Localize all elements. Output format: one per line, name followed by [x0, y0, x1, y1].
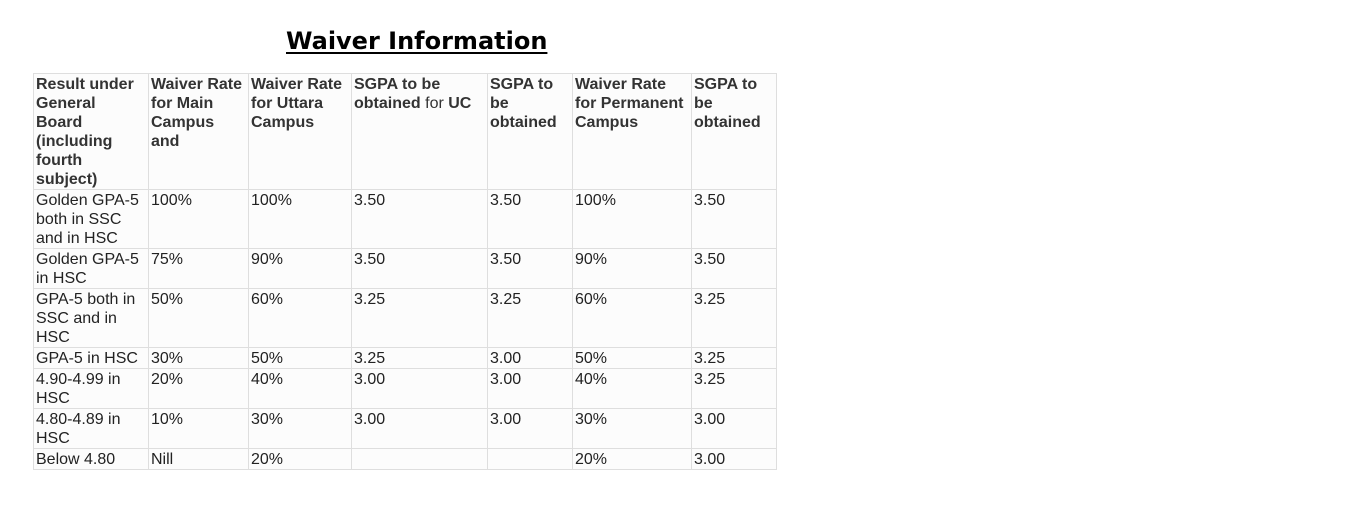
waiver-table: Result under General Board (including fo… — [33, 73, 777, 470]
cell-sgpa-permanent: 3.25 — [691, 368, 777, 409]
table-row: 4.90-4.99 in HSC 20% 40% 3.00 3.00 40% 3… — [33, 368, 777, 409]
cell-waiver-uttara: 100% — [248, 189, 352, 249]
cell-waiver-uttara: 60% — [248, 288, 352, 348]
cell-waiver-permanent: 30% — [572, 408, 692, 449]
cell-waiver-uttara: 30% — [248, 408, 352, 449]
cell-sgpa-uttara: 3.00 — [487, 368, 573, 409]
table-row: Golden GPA-5 both in SSC and in HSC 100%… — [33, 189, 777, 249]
page-title: Waiver Information — [286, 27, 548, 55]
cell-waiver-uttara: 90% — [248, 248, 352, 289]
header-sgpa-uc: SGPA to be obtained for UC — [351, 73, 488, 190]
cell-waiver-permanent: 60% — [572, 288, 692, 348]
cell-sgpa-permanent: 3.25 — [691, 347, 777, 369]
header-sgpa-uttara: SGPA to be obtained — [487, 73, 573, 190]
cell-sgpa-permanent: 3.00 — [691, 448, 777, 470]
cell-waiver-permanent: 90% — [572, 248, 692, 289]
cell-sgpa-permanent: 3.50 — [691, 248, 777, 289]
cell-waiver-uttara: 40% — [248, 368, 352, 409]
cell-waiver-permanent: 50% — [572, 347, 692, 369]
header-sgpa-uc-text: SGPA to be obtained — [354, 76, 441, 112]
header-waiver-main: Waiver Rate for Main Campus and — [148, 73, 249, 190]
header-waiver-permanent: Waiver Rate for Permanent Campus — [572, 73, 692, 190]
header-sgpa-permanent: SGPA to be obtained — [691, 73, 777, 190]
cell-waiver-permanent: 100% — [572, 189, 692, 249]
cell-sgpa-uttara: 3.25 — [487, 288, 573, 348]
cell-waiver-uttara: 50% — [248, 347, 352, 369]
cell-waiver-main: 75% — [148, 248, 249, 289]
header-sgpa-uc-for: for — [425, 95, 444, 112]
cell-sgpa-uttara: 3.00 — [487, 347, 573, 369]
cell-sgpa-uttara: 3.50 — [487, 189, 573, 249]
header-sgpa-uc-label: UC — [448, 95, 472, 112]
cell-sgpa-uttara — [487, 448, 573, 470]
cell-waiver-uttara: 20% — [248, 448, 352, 470]
cell-waiver-main: 50% — [148, 288, 249, 348]
cell-waiver-main: Nill — [148, 448, 249, 470]
cell-result: GPA-5 in HSC — [33, 347, 149, 369]
cell-sgpa-permanent: 3.00 — [691, 408, 777, 449]
header-waiver-uttara: Waiver Rate for Uttara Campus — [248, 73, 352, 190]
cell-sgpa-permanent: 3.50 — [691, 189, 777, 249]
cell-waiver-main: 20% — [148, 368, 249, 409]
cell-result: GPA-5 both in SSC and in HSC — [33, 288, 149, 348]
table-row: Golden GPA-5 in HSC 75% 90% 3.50 3.50 90… — [33, 248, 777, 289]
cell-sgpa-uc: 3.25 — [351, 288, 488, 348]
header-result: Result under General Board (including fo… — [33, 73, 149, 190]
cell-sgpa-uc: 3.00 — [351, 408, 488, 449]
cell-waiver-permanent: 20% — [572, 448, 692, 470]
table-row: GPA-5 in HSC 30% 50% 3.25 3.00 50% 3.25 — [33, 347, 777, 369]
cell-sgpa-uttara: 3.00 — [487, 408, 573, 449]
cell-sgpa-uc: 3.25 — [351, 347, 488, 369]
cell-sgpa-uttara: 3.50 — [487, 248, 573, 289]
table-row: GPA-5 both in SSC and in HSC 50% 60% 3.2… — [33, 288, 777, 348]
cell-result: Golden GPA-5 in HSC — [33, 248, 149, 289]
cell-result: Golden GPA-5 both in SSC and in HSC — [33, 189, 149, 249]
cell-waiver-permanent: 40% — [572, 368, 692, 409]
table-row: Below 4.80 Nill 20% 20% 3.00 — [33, 448, 777, 470]
table-row: 4.80-4.89 in HSC 10% 30% 3.00 3.00 30% 3… — [33, 408, 777, 449]
cell-waiver-main: 100% — [148, 189, 249, 249]
cell-sgpa-uc — [351, 448, 488, 470]
cell-waiver-main: 30% — [148, 347, 249, 369]
cell-sgpa-uc: 3.50 — [351, 248, 488, 289]
cell-sgpa-uc: 3.00 — [351, 368, 488, 409]
cell-result: Below 4.80 — [33, 448, 149, 470]
cell-sgpa-permanent: 3.25 — [691, 288, 777, 348]
cell-waiver-main: 10% — [148, 408, 249, 449]
cell-sgpa-uc: 3.50 — [351, 189, 488, 249]
cell-result: 4.90-4.99 in HSC — [33, 368, 149, 409]
cell-result: 4.80-4.89 in HSC — [33, 408, 149, 449]
table-header-row: Result under General Board (including fo… — [33, 73, 777, 190]
